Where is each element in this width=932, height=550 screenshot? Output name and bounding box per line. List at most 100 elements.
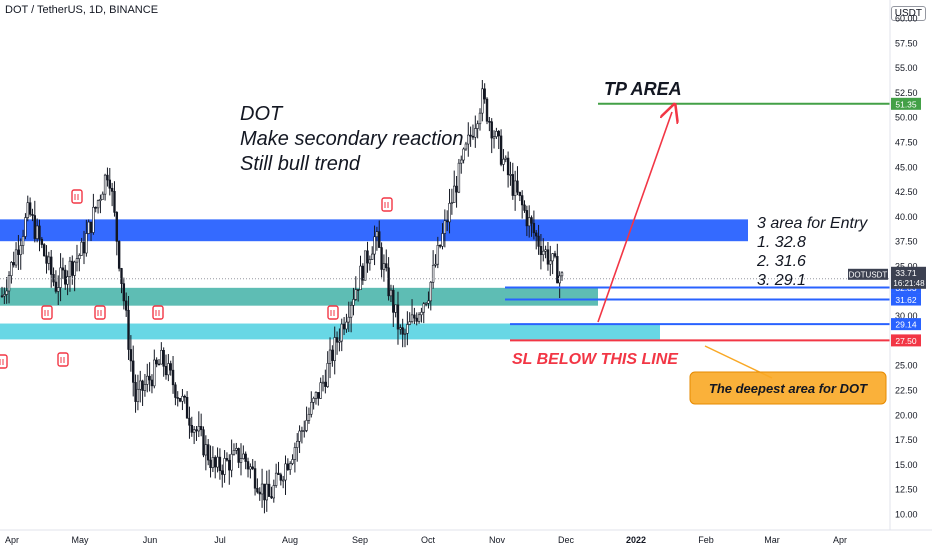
candle-body: [441, 233, 444, 247]
hand-marker-icon[interactable]: [71, 189, 83, 204]
candle-body: [21, 236, 25, 246]
candle-body: [136, 388, 140, 402]
zone-3[interactable]: [0, 323, 660, 340]
candle-body: [467, 134, 470, 145]
candle-body: [12, 262, 15, 266]
hand-marker-icon[interactable]: [94, 305, 106, 320]
candle-body: [347, 316, 350, 323]
candle-body: [438, 245, 442, 247]
candle-body: [455, 185, 458, 193]
current-price-tag: [891, 266, 926, 289]
candle-body: [148, 375, 151, 381]
y-tick-label: 37.50: [895, 237, 918, 247]
candle-body: [40, 238, 44, 245]
candle-body: [129, 349, 133, 362]
candle-body: [120, 268, 123, 284]
y-tick-label: 42.50: [895, 187, 918, 197]
candle-body: [474, 128, 477, 138]
candle-body: [139, 380, 142, 390]
candle-body: [375, 231, 379, 238]
candle-body: [392, 289, 395, 313]
candle-body: [192, 429, 196, 433]
candle-body: [488, 120, 491, 123]
candle-body: [230, 453, 233, 471]
candle-body: [314, 392, 318, 399]
candle-body: [256, 487, 259, 493]
currency-button[interactable]: USDT: [890, 6, 926, 21]
y-tick-label: 50.00: [895, 113, 918, 123]
candle-body: [117, 241, 121, 269]
candle-body: [413, 314, 416, 319]
candle-body: [497, 130, 500, 137]
candle-body: [272, 485, 275, 499]
candle-body: [277, 472, 280, 476]
candle-body: [195, 429, 198, 432]
candle-body: [389, 289, 393, 297]
y-tick-label: 22.50: [895, 386, 918, 396]
candle-body: [286, 463, 290, 470]
symbol-tag: [848, 268, 888, 280]
hand-marker-icon[interactable]: [152, 305, 164, 320]
candle-body: [403, 333, 407, 335]
hand-marker-icon[interactable]: [327, 305, 339, 320]
candle-body: [535, 232, 538, 237]
hand-marker-icon[interactable]: [41, 305, 53, 320]
candle-body: [134, 382, 137, 402]
candle-body: [349, 304, 353, 318]
hand-marker-icon[interactable]: [57, 352, 69, 367]
candle-body: [549, 260, 552, 265]
x-tick-label: May: [71, 535, 89, 545]
candle-body: [211, 457, 215, 468]
candle-body: [396, 304, 400, 330]
candle-body: [427, 300, 430, 304]
candle-body: [35, 225, 39, 239]
y-tick-label: 47.50: [895, 138, 918, 148]
candle-body: [509, 174, 512, 176]
candle-body: [415, 317, 418, 322]
candle-body: [434, 263, 437, 266]
candle-body: [518, 191, 522, 196]
candle-body: [481, 88, 484, 114]
candle-body: [359, 265, 362, 291]
candle-body: [160, 349, 163, 365]
candle-body: [556, 256, 559, 284]
candle-body: [492, 136, 496, 139]
candle-body: [50, 256, 53, 275]
main-annotation-line: Still bull trend: [240, 153, 361, 175]
zone-2[interactable]: [0, 287, 598, 306]
candle-body: [82, 241, 86, 254]
candle-body: [80, 241, 83, 256]
candle-body: [216, 456, 219, 468]
y-tick-label: 45.00: [895, 162, 918, 172]
candle-body: [525, 210, 529, 227]
candle-body: [394, 304, 397, 313]
tp-arrow[interactable]: [597, 112, 672, 323]
y-tick-label: 25.00: [895, 361, 918, 371]
candle-body: [26, 202, 29, 218]
candle-body: [342, 323, 346, 330]
candle-body: [511, 174, 514, 196]
zone-1[interactable]: [0, 219, 748, 242]
candle-body: [319, 382, 322, 399]
candle-body: [530, 217, 533, 224]
candle-body: [0, 295, 4, 298]
x-tick-label: Aug: [282, 535, 298, 545]
candle-body: [380, 247, 383, 270]
x-tick-label: Jul: [214, 535, 226, 545]
candle-body: [167, 363, 170, 376]
candle-body: [176, 397, 179, 399]
candle-body: [443, 220, 447, 234]
candle-body: [520, 195, 524, 206]
hand-marker-icon[interactable]: [0, 354, 8, 369]
candle-body: [296, 440, 299, 448]
candle-body: [73, 261, 76, 276]
candle-body: [429, 281, 432, 302]
price-tag-label: 51.35: [895, 99, 917, 109]
candle-body: [523, 204, 526, 211]
hand-marker-icon[interactable]: [381, 197, 393, 212]
x-tick-label: Feb: [698, 535, 714, 545]
candle-body: [155, 359, 158, 365]
candle-body: [28, 202, 32, 215]
callout-box[interactable]: [689, 371, 887, 405]
